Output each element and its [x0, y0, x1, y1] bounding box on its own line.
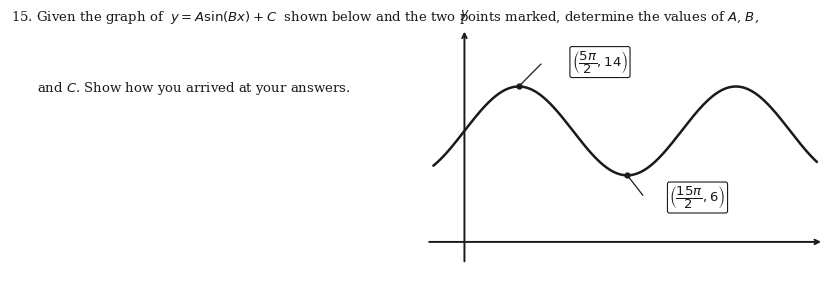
Text: $\left(\dfrac{15\pi}{2},6\right)$: $\left(\dfrac{15\pi}{2},6\right)$	[668, 184, 724, 211]
Text: $\left(\dfrac{5\pi}{2},14\right)$: $\left(\dfrac{5\pi}{2},14\right)$	[571, 49, 628, 76]
Text: and $C$. Show how you arrived at your answers.: and $C$. Show how you arrived at your an…	[37, 80, 351, 97]
Text: 15. Given the graph of  $y = A\sin(Bx)+C$  shown below and the two points marked: 15. Given the graph of $y = A\sin(Bx)+C$…	[11, 9, 758, 26]
Text: $y$: $y$	[459, 8, 469, 22]
